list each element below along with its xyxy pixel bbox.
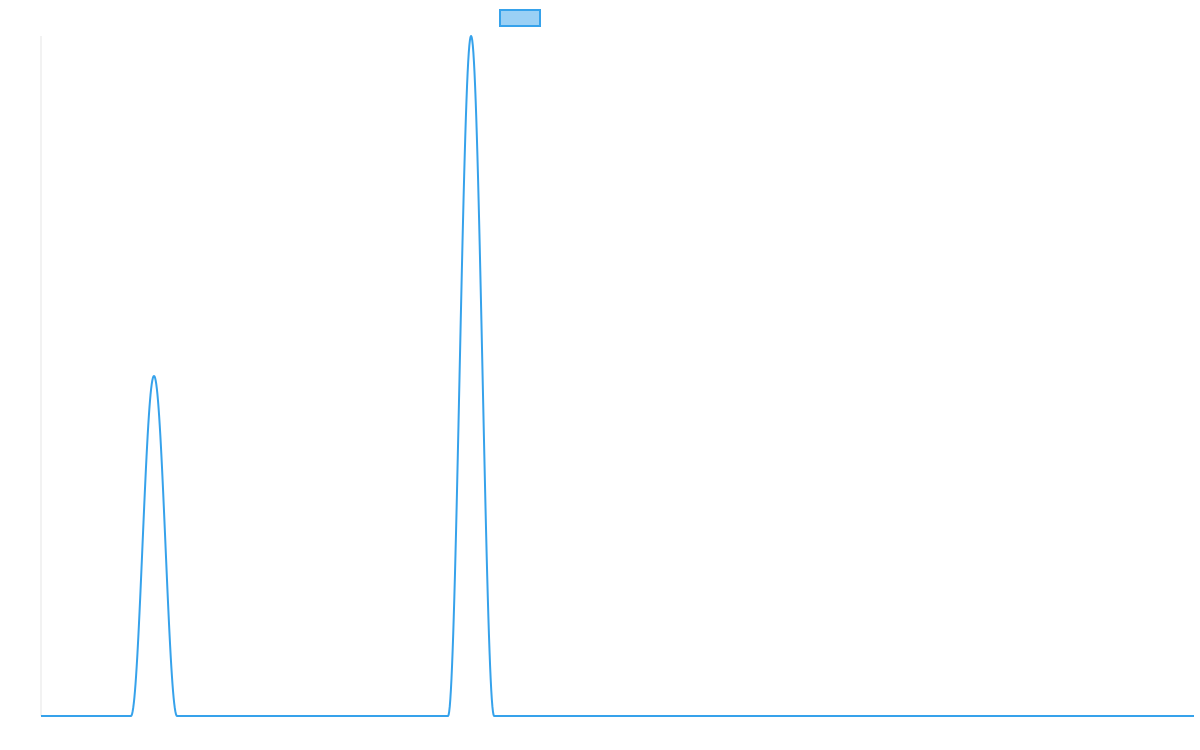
peak-point-0[interactable]: [151, 373, 157, 379]
legend-swatch[interactable]: [499, 9, 541, 27]
series-layer: [40, 33, 1195, 717]
series-line-0: [40, 35, 1195, 717]
legend[interactable]: [499, 9, 541, 27]
peak-point-1[interactable]: [468, 33, 474, 39]
